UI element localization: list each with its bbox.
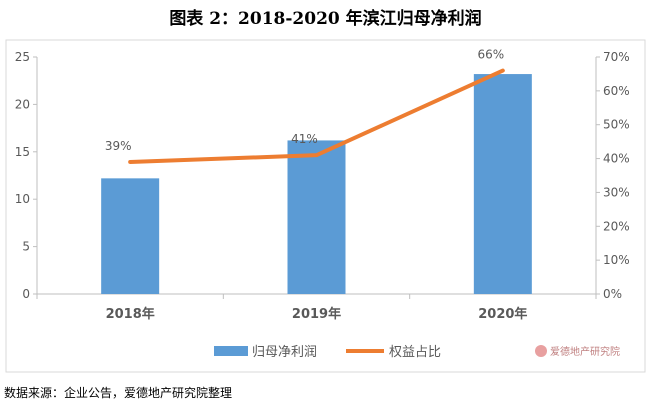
watermark-text: 爱德地产研究院	[550, 345, 620, 358]
line-point	[315, 153, 318, 157]
y-tick-label-right: 40%	[603, 152, 630, 166]
y-tick-label-left: 25	[15, 50, 30, 64]
y-tick-label-left: 0	[22, 287, 30, 301]
y-tick-label-left: 15	[15, 145, 30, 159]
y-tick-label-left: 10	[15, 192, 30, 206]
data-source: 数据来源：企业公告，爱德地产研究院整理	[4, 386, 233, 400]
x-tick-label: 2020年	[478, 306, 527, 322]
y-tick-label-right: 60%	[603, 84, 630, 98]
legend-swatch-bar	[214, 346, 248, 356]
bar	[473, 74, 532, 295]
legend-label-bar: 归母净利润	[252, 345, 317, 360]
chart-legend: 归母净利润 权益占比	[214, 344, 441, 360]
line-point	[501, 69, 505, 73]
x-tick-label: 2019年	[292, 306, 341, 322]
line-point	[128, 160, 132, 164]
bar	[101, 178, 160, 294]
watermark: 爱德地产研究院	[535, 345, 620, 358]
bar	[287, 140, 346, 294]
legend-label-line: 权益占比	[389, 344, 441, 360]
y-tick-label-left: 20	[15, 97, 30, 111]
chart-frame	[5, 39, 646, 373]
data-label: 41%	[291, 132, 318, 146]
y-tick-label-right: 0%	[603, 287, 622, 301]
chart-canvas: 0 5 10 15 20 25 0% 10% 20% 30% 40% 50% 60% 70% 2018年 20…	[5, 39, 646, 373]
y-tick-label-right: 30%	[603, 185, 630, 199]
chart-title: 图表 2：2018-2020 年滨江归母净利润	[169, 9, 482, 29]
y-tick-label-right: 10%	[603, 253, 630, 267]
y-tick-label-right: 70%	[603, 50, 630, 64]
watermark-logo-icon	[535, 345, 547, 357]
data-label: 66%	[477, 48, 504, 62]
y-tick-label-right: 50%	[603, 118, 630, 132]
y-tick-label-left: 5	[22, 240, 30, 254]
data-label: 39%	[105, 139, 132, 153]
y-tick-label-right: 20%	[603, 219, 630, 233]
x-tick-label: 2018年	[106, 306, 155, 322]
